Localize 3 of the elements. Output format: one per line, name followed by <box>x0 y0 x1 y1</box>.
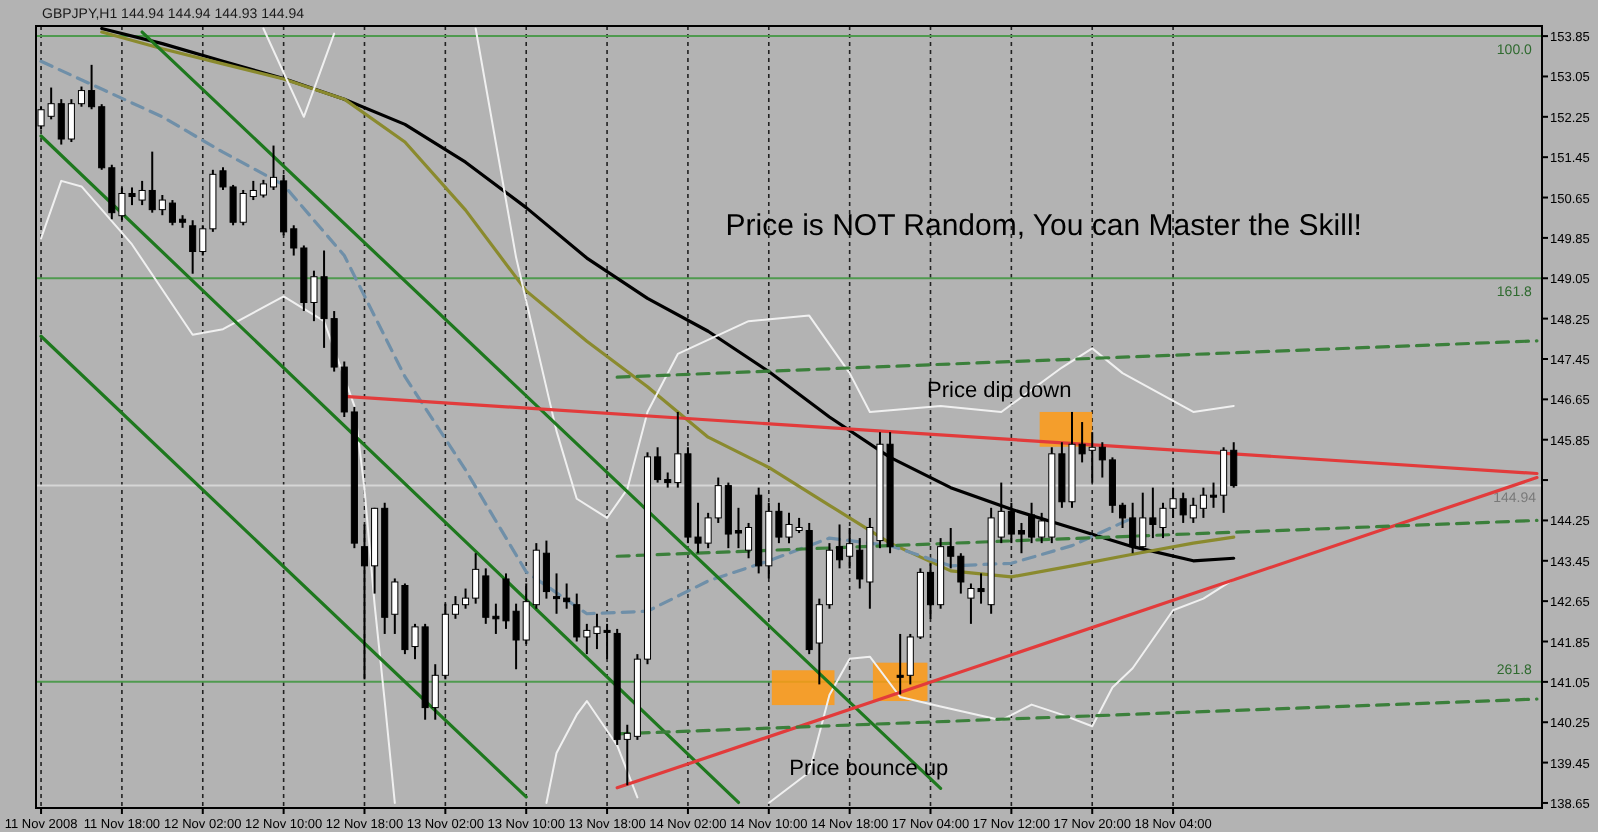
annotation: Price dip down <box>927 378 1072 403</box>
annotation: Price is NOT Random, You can Master the Skill! <box>725 209 1362 244</box>
annotation: Price bounce up <box>789 757 949 782</box>
